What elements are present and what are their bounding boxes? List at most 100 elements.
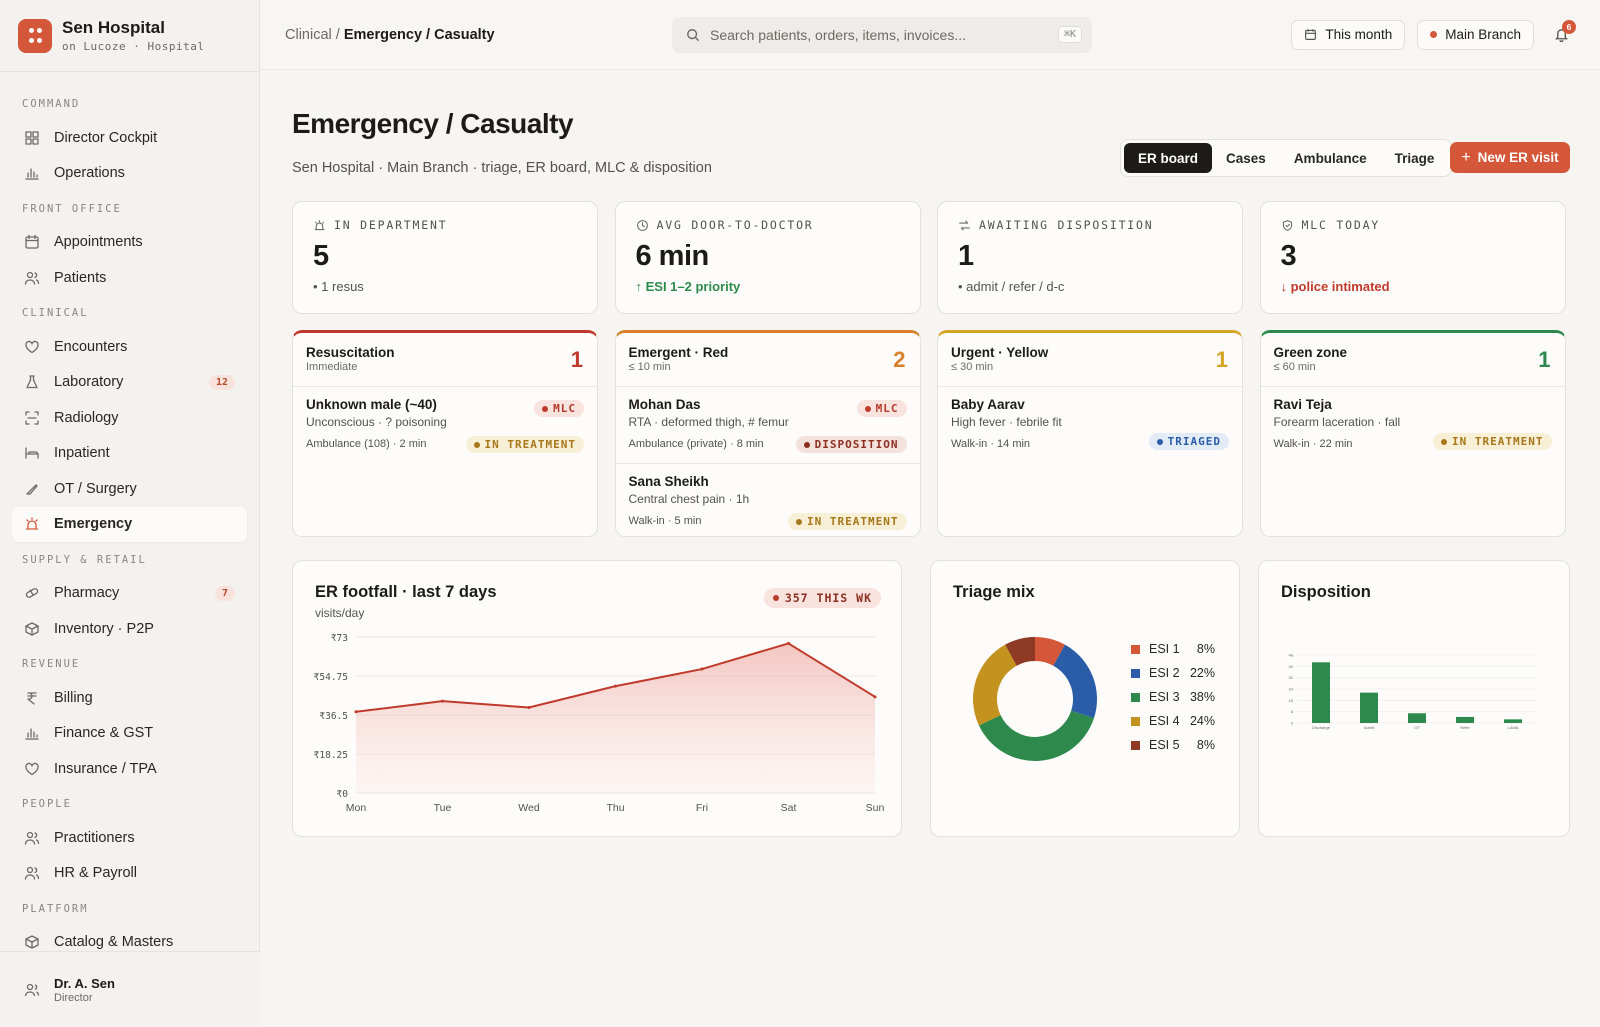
triage-slice-esi-5[interactable] xyxy=(1005,637,1035,666)
new-er-visit-button[interactable]: + New ER visit xyxy=(1450,142,1570,173)
user-profile[interactable]: Dr. A. Sen Director xyxy=(0,951,260,1027)
triage-title: Triage mix xyxy=(953,583,1035,601)
nav-section-title: COMMAND xyxy=(22,98,81,110)
global-search[interactable]: Search patients, orders, items, invoices… xyxy=(672,16,1092,53)
disposition-bar-refer[interactable] xyxy=(1456,716,1474,723)
status-label: IN TREATMENT xyxy=(1452,435,1544,448)
sidebar-item-pharmacy[interactable]: Pharmacy 7 xyxy=(12,576,247,611)
x-tick-label: Admit xyxy=(1364,725,1375,730)
sidebar-item-director-cockpit[interactable]: Director Cockpit xyxy=(12,120,247,155)
sidebar-item-appointments[interactable]: Appointments xyxy=(12,225,247,260)
sidebar-item-patients[interactable]: Patients xyxy=(12,260,247,295)
legend-entry: ESI 2 22% xyxy=(1131,661,1215,685)
legend-label: ESI 3 xyxy=(1149,690,1180,704)
sidebar-item-label: Inventory · P2P xyxy=(54,620,154,637)
branch-selector[interactable]: Main Branch xyxy=(1417,19,1534,50)
nav-section-title: CLINICAL xyxy=(22,307,89,319)
sidebar-item-label: HR & Payroll xyxy=(54,865,137,881)
sidebar-item-ot-surgery[interactable]: OT / Surgery xyxy=(12,471,247,506)
disposition-bar-lama[interactable] xyxy=(1504,719,1522,723)
footfall-point[interactable] xyxy=(527,706,531,710)
breadcrumb-parent[interactable]: Clinical xyxy=(285,26,332,43)
sidebar-item-inventory-p2p[interactable]: Inventory · P2P xyxy=(12,611,247,646)
footfall-area xyxy=(356,643,875,793)
tab-cases[interactable]: Cases xyxy=(1226,150,1266,166)
triage-slice-esi-1[interactable] xyxy=(1035,637,1065,666)
sidebar-item-hr-payroll[interactable]: HR & Payroll xyxy=(12,856,247,891)
sidebar-item-label: Emergency xyxy=(54,516,133,532)
calendar-icon xyxy=(1305,29,1317,40)
er-patient-card[interactable]: Baby Aarav High fever · febrile fit Walk-i… xyxy=(938,387,1242,464)
siren-icon xyxy=(314,219,325,230)
legend-value: 8% xyxy=(1196,642,1215,656)
sidebar-item-practitioners[interactable]: Practitioners xyxy=(12,820,247,855)
footfall-point[interactable] xyxy=(700,667,704,671)
disposition-bar-discharge[interactable] xyxy=(1312,662,1330,723)
er-patient-card[interactable]: Unknown male (~40) Unconscious · ? poison… xyxy=(293,387,597,464)
sidebar-item-emergency[interactable]: Emergency xyxy=(12,506,247,542)
triage-panel: Triage mix ESI 1 8% ESI 2 22% ESI 3 38% ESI 4 2… xyxy=(930,560,1240,837)
y-tick-label: ₹0 xyxy=(337,789,349,800)
sidebar-item-label: Operations xyxy=(54,165,125,181)
patient-name: Mohan Das xyxy=(628,397,701,412)
sidebar-item-radiology[interactable]: Radiology xyxy=(12,400,247,435)
legend-entry: ESI 1 8% xyxy=(1131,637,1215,661)
tab-triage[interactable]: Triage xyxy=(1394,150,1435,166)
triage-slice-esi-4[interactable] xyxy=(972,644,1017,726)
kpi-value: 6 min xyxy=(635,240,710,272)
footfall-point[interactable] xyxy=(614,684,617,688)
disposition-bar-admit[interactable] xyxy=(1360,692,1378,723)
sidebar: Sen Hospital on Lucoze · Hospital COMMAN… xyxy=(0,0,260,1027)
notifications-button[interactable]: 6 xyxy=(1546,19,1576,50)
er-patient-card[interactable]: Ravi Teja Forearm laceration · fall Walk-i… xyxy=(1261,387,1565,464)
patient-complaint: High fever · febrile fit xyxy=(951,415,1062,429)
kpi-note: ↑ ESI 1–2 priority xyxy=(635,279,741,294)
tab-er-board[interactable]: ER board xyxy=(1124,143,1213,173)
period-selector[interactable]: This month xyxy=(1291,19,1406,50)
footfall-subtitle: visits/day xyxy=(315,606,365,620)
footfall-point[interactable] xyxy=(873,695,877,699)
sidebar-item-insurance-tpa[interactable]: Insurance / TPA xyxy=(12,751,247,786)
triage-slice-esi-3[interactable] xyxy=(978,710,1094,762)
kpi-value: 3 xyxy=(1280,240,1297,272)
sidebar-item-operations[interactable]: Operations xyxy=(12,156,247,191)
view-tabs: ER board Cases Ambulance Triage xyxy=(1120,139,1453,177)
shield-icon xyxy=(1282,219,1292,231)
breadcrumb-separator: / xyxy=(331,26,344,43)
disposition-bar-ot[interactable] xyxy=(1408,713,1426,723)
heart-icon xyxy=(25,340,39,353)
siren-icon xyxy=(25,517,39,530)
bar-chart-icon xyxy=(25,168,39,180)
footfall-chip-label: 357 THIS WK xyxy=(784,591,872,605)
search-input[interactable]: Search patients, orders, items, invoices… xyxy=(710,26,966,43)
disposition-panel: Disposition 0 8 16 24 32 40 48 Discharge Admit OT… xyxy=(1258,560,1570,837)
footfall-point[interactable] xyxy=(787,641,790,645)
branch-status-dot xyxy=(1430,31,1438,38)
sidebar-item-label: Inpatient xyxy=(54,445,110,461)
brand-logo-icon xyxy=(18,18,52,53)
sidebar-item-laboratory[interactable]: Laboratory 12 xyxy=(12,365,247,400)
search-icon xyxy=(687,28,700,41)
kpi-value: 5 xyxy=(313,240,329,272)
sidebar-item-inpatient[interactable]: Inpatient xyxy=(12,436,247,471)
sidebar-item-catalog-masters[interactable]: Catalog & Masters xyxy=(12,925,247,953)
footfall-point[interactable] xyxy=(441,699,444,703)
sidebar-item-encounters[interactable]: Encounters xyxy=(12,329,247,364)
sidebar-item-billing[interactable]: Billing xyxy=(12,680,247,715)
footfall-point[interactable] xyxy=(354,710,358,714)
patient-arrival: Ambulance (private) · 8 min xyxy=(628,438,764,450)
chip-dot xyxy=(772,595,779,601)
calendar-icon xyxy=(25,234,39,249)
sidebar-item-label: Encounters xyxy=(54,338,128,355)
tab-ambulance[interactable]: Ambulance xyxy=(1293,150,1367,166)
sidebar-item-finance-gst[interactable]: Finance & GST xyxy=(12,716,247,751)
er-patient-card[interactable]: Mohan Das RTA · deformed thigh, # femur Am… xyxy=(615,387,920,464)
sidebar-item-label: Laboratory xyxy=(54,374,124,390)
brand[interactable]: Sen Hospital on Lucoze · Hospital xyxy=(0,0,259,72)
clock-icon xyxy=(636,219,648,231)
badge-dot xyxy=(542,405,549,412)
triage-slice-esi-2[interactable] xyxy=(1053,644,1098,719)
x-tick-label: Sat xyxy=(781,802,797,814)
er-patient-card[interactable]: Sana Sheikh Central chest pain · 1h Walk-i… xyxy=(616,464,920,536)
pill-icon xyxy=(25,588,39,598)
